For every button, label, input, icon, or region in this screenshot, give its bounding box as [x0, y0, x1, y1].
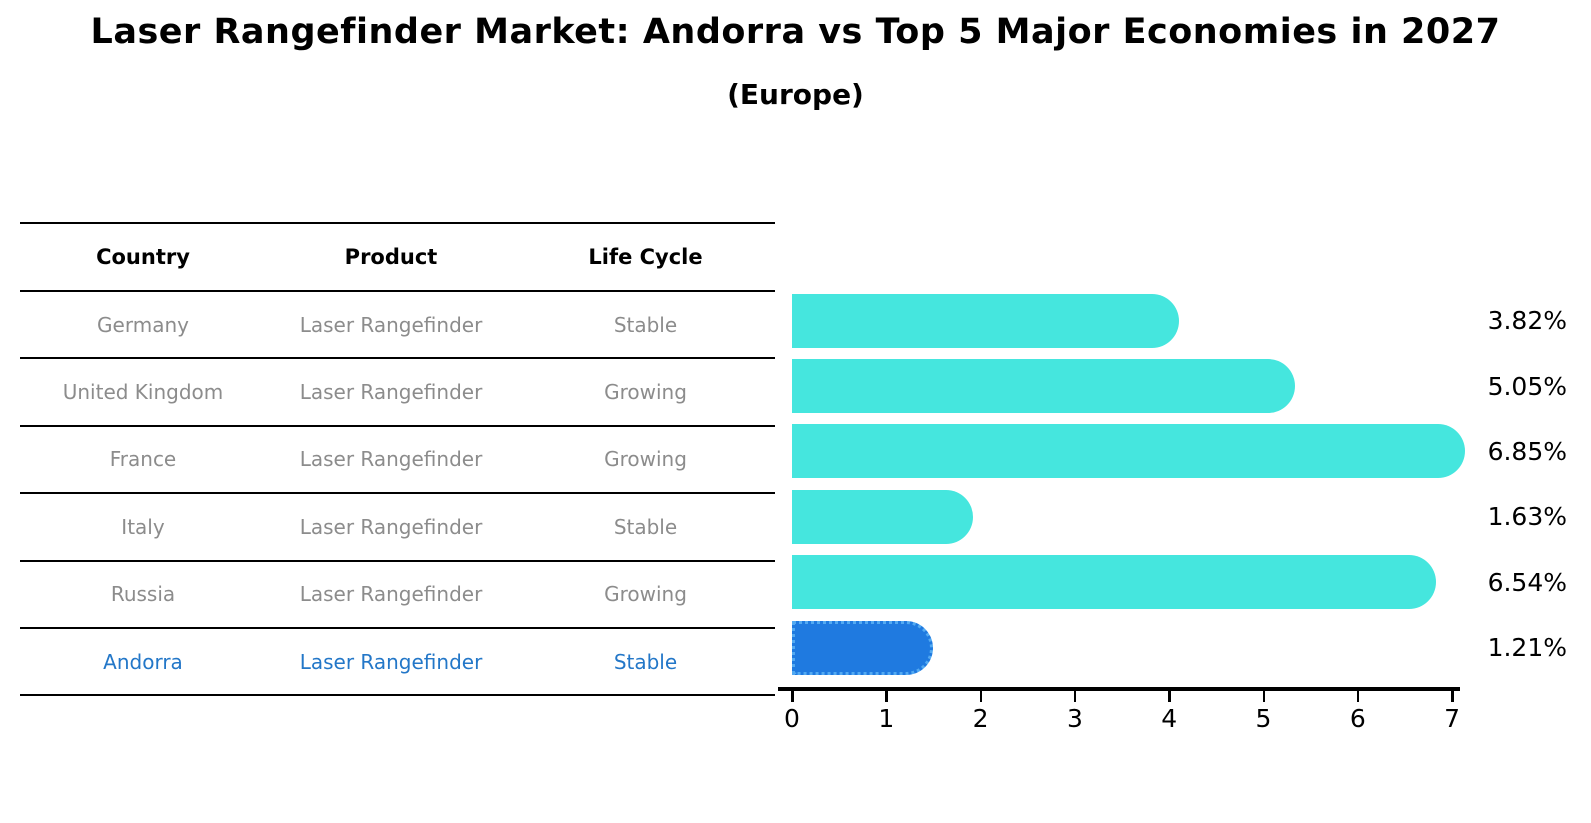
cell-product: Laser Rangefinder [299, 380, 483, 405]
bar-plot-area: 3.82% 5.05% 6.85% 1.63% 6.54% 1.21% [779, 288, 1567, 680]
bar-germany [792, 293, 1180, 348]
cell-country: Russia [110, 582, 176, 607]
cell-product: Laser Rangefinder [299, 582, 483, 607]
x-tick-label: 6 [1349, 704, 1366, 733]
x-tick-mark [1073, 690, 1077, 702]
x-tick-label: 0 [784, 704, 800, 733]
value-label-russia: 6.54% [1487, 567, 1567, 597]
column-header-product: Product [344, 245, 438, 269]
value-label-germany: 3.82% [1487, 306, 1567, 336]
table-row-italy: Italy Laser Rangefinder Stable [20, 492, 775, 559]
bar-row-andorra: 1.21% [779, 615, 1567, 680]
x-tick-label: 3 [1066, 704, 1083, 733]
cell-lifecycle: Growing [604, 447, 687, 472]
x-tick-mark [1451, 690, 1454, 702]
cell-country: Germany [97, 312, 189, 337]
table-header-row: Country Product Life Cycle [20, 222, 775, 290]
cell-lifecycle: Growing [604, 380, 687, 405]
x-tick-mark [1262, 690, 1265, 702]
cell-lifecycle: Growing [604, 582, 687, 607]
bar-row-united-kingdom: 5.05% [779, 353, 1567, 418]
cell-country: United Kingdom [62, 380, 224, 405]
bar-row-france: 6.85% [779, 419, 1567, 484]
bar-row-germany: 3.82% [779, 288, 1567, 353]
table-row-united-kingdom: United Kingdom Laser Rangefinder Growing [20, 357, 775, 424]
x-tick-label: 1 [878, 704, 895, 733]
x-axis: 0 1 2 3 4 5 6 7 [779, 690, 1567, 740]
chart-subtitle: (Europe) [727, 78, 864, 111]
cell-product: Laser Rangefinder [299, 649, 483, 674]
cell-country: Andorra [103, 649, 183, 674]
cell-country: Italy [121, 514, 165, 539]
bar-italy [792, 489, 973, 544]
x-tick-label: 4 [1161, 704, 1178, 733]
cell-lifecycle: Stable [613, 649, 678, 674]
cell-country: France [109, 447, 177, 472]
cell-lifecycle: Stable [613, 312, 678, 337]
x-tick-mark [885, 690, 888, 702]
bar-united-kingdom [792, 359, 1296, 414]
value-label-united-kingdom: 5.05% [1487, 371, 1567, 401]
cell-product: Laser Rangefinder [299, 447, 483, 472]
chart-title: Laser Rangefinder Market: Andorra vs Top… [90, 12, 1501, 52]
x-tick-mark [1168, 690, 1171, 702]
x-tick-mark [791, 690, 794, 702]
value-label-italy: 1.63% [1487, 502, 1567, 532]
x-tick-label: 7 [1444, 704, 1461, 733]
value-label-france: 6.85% [1487, 436, 1567, 466]
x-axis-line [778, 687, 1460, 691]
x-tick-mark [979, 690, 983, 702]
cell-product: Laser Rangefinder [299, 514, 483, 539]
bar-andorra-highlighted [792, 620, 934, 675]
x-tick-mark [1356, 690, 1360, 702]
x-tick-label: 2 [972, 704, 989, 733]
bar-row-italy: 1.63% [779, 484, 1567, 549]
value-label-andorra: 1.21% [1487, 633, 1567, 663]
bar-russia [792, 555, 1436, 610]
bar-row-russia: 6.54% [779, 550, 1567, 615]
table-row-russia: Russia Laser Rangefinder Growing [20, 559, 775, 627]
column-header-lifecycle: Life Cycle [588, 245, 703, 269]
column-header-country: Country [96, 245, 190, 269]
table-row-france: France Laser Rangefinder Growing [20, 424, 775, 492]
cell-product: Laser Rangefinder [299, 312, 483, 337]
bar-france [792, 424, 1465, 479]
x-tick-label: 5 [1255, 704, 1272, 733]
table-row-germany: Germany Laser Rangefinder Stable [20, 290, 775, 357]
table-row-andorra-highlighted: Andorra Laser Rangefinder Stable [20, 626, 775, 694]
country-table: Country Product Life Cycle Germany Laser… [20, 222, 775, 697]
cell-lifecycle: Stable [613, 514, 678, 539]
